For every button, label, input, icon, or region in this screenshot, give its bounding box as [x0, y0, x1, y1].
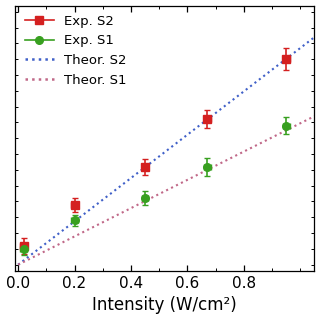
Legend: Exp. S2, Exp. S1, Theor. S2, Theor. S1: Exp. S2, Exp. S1, Theor. S2, Theor. S1: [19, 10, 132, 92]
X-axis label: Intensity (W/cm²): Intensity (W/cm²): [92, 296, 237, 315]
